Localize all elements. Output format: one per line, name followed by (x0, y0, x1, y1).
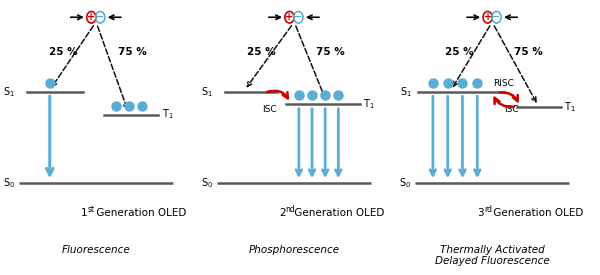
Text: 1: 1 (81, 208, 88, 218)
Text: T$_1$: T$_1$ (565, 100, 576, 114)
Text: 25 %: 25 % (49, 48, 77, 57)
Text: +: + (484, 12, 492, 22)
Text: +: + (286, 12, 293, 22)
Text: −: − (295, 12, 302, 22)
Text: 2: 2 (279, 208, 286, 218)
Text: T$_1$: T$_1$ (363, 97, 374, 111)
Text: +: + (87, 12, 95, 22)
Text: 75 %: 75 % (316, 48, 344, 57)
Text: S$_0$: S$_0$ (3, 176, 15, 190)
Text: ISC: ISC (262, 105, 277, 114)
Text: S$_1$: S$_1$ (202, 85, 214, 99)
Text: ISC: ISC (505, 106, 519, 114)
Text: st: st (88, 205, 95, 214)
Text: 75 %: 75 % (118, 48, 146, 57)
Text: Generation OLED: Generation OLED (292, 208, 385, 218)
Text: −: − (493, 12, 500, 22)
Text: Thermally Activated
Delayed Fluorescence: Thermally Activated Delayed Fluorescence (435, 245, 550, 266)
Text: 25 %: 25 % (247, 48, 275, 57)
Text: T$_1$: T$_1$ (161, 108, 173, 122)
Text: RISC: RISC (493, 79, 514, 88)
Text: Phosphorescence: Phosphorescence (248, 245, 340, 255)
Text: Fluorescence: Fluorescence (61, 245, 130, 255)
Text: Generation OLED: Generation OLED (94, 208, 187, 218)
Text: S$_0$: S$_0$ (400, 176, 412, 190)
Text: 75 %: 75 % (514, 48, 542, 57)
Text: rd: rd (484, 205, 492, 214)
Text: S$_1$: S$_1$ (4, 85, 15, 99)
Text: Generation OLED: Generation OLED (490, 208, 583, 218)
Text: nd: nd (286, 205, 295, 214)
Text: 25 %: 25 % (445, 48, 473, 57)
Text: −: − (96, 12, 104, 22)
Text: S$_0$: S$_0$ (201, 176, 214, 190)
Text: 3: 3 (477, 208, 484, 218)
Text: S$_1$: S$_1$ (400, 85, 412, 99)
